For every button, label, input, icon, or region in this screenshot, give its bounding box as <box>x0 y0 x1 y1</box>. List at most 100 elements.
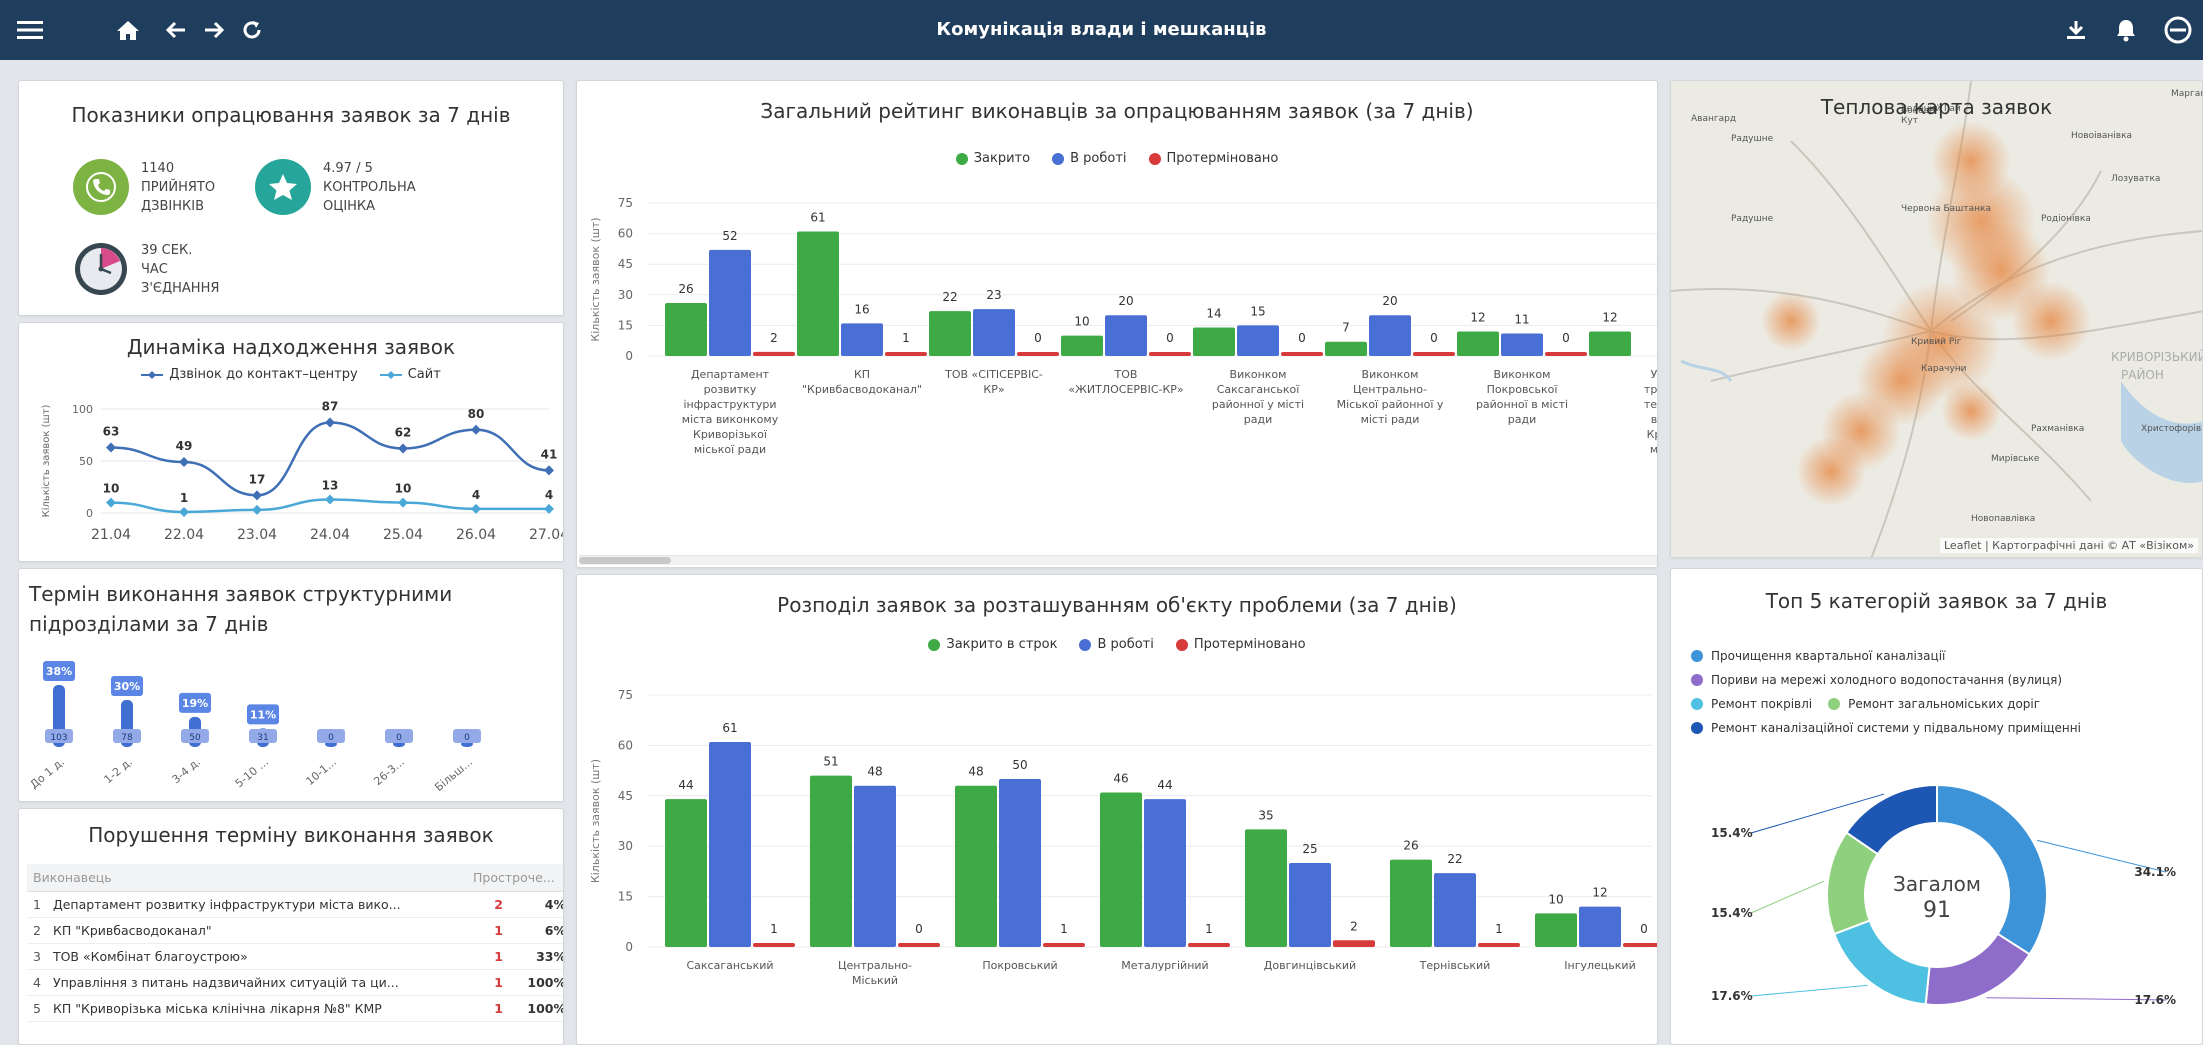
legend-dot-cat2 <box>1691 674 1703 686</box>
bar-value-label: 0 <box>1640 922 1648 936</box>
legend-item-in-progress[interactable]: В роботі <box>1052 151 1127 166</box>
bar <box>797 231 839 356</box>
column-header-overdue[interactable]: Простроче... <box>467 864 563 892</box>
legend-dot-red <box>1175 638 1188 651</box>
legend-item-calls[interactable]: Дзвінок до контакт–центру <box>141 367 358 382</box>
dynamics-panel-title: Динаміка надходження заявок <box>126 335 456 359</box>
location-bar-chart: 0 15 30 45 60 75 Кількість заявок (шт) 44 61 1 Сак… <box>589 688 1657 987</box>
bar <box>1623 943 1657 947</box>
bell-icon[interactable] <box>2108 12 2144 48</box>
data-label: 41 <box>541 447 558 461</box>
map-place-label: Радушне <box>1731 134 1774 144</box>
bar <box>1043 943 1085 947</box>
bar-value-label: 1 <box>1205 922 1213 936</box>
column-header-executor[interactable]: Виконавець <box>27 864 467 892</box>
table-row[interactable]: 4 Управління з питань надзвичайних ситуац… <box>27 969 563 996</box>
forward-arrow-icon[interactable] <box>196 12 232 48</box>
bar-value-label: 26 <box>678 282 693 296</box>
bar-value-label: 103 <box>50 733 67 743</box>
legend-item-site[interactable]: Сайт <box>379 367 441 382</box>
dynamics-legend: Дзвінок до контакт–центру Сайт <box>19 367 563 382</box>
violations-table: Виконавець Простроче... 1 Департамент роз… <box>27 864 563 1022</box>
map-place-label: Мирівське <box>1991 454 2040 464</box>
row-overdue-count: 1 <box>467 969 509 996</box>
legend-item-overdue[interactable]: Протерміновано <box>1175 637 1306 652</box>
bar-value-label: 50 <box>189 733 201 743</box>
heat-spot <box>2011 281 2091 361</box>
map-place-label: Родіонівка <box>2041 214 2091 224</box>
refresh-icon[interactable] <box>234 12 270 48</box>
horizontal-scrollbar[interactable] <box>579 555 1657 565</box>
back-arrow-icon[interactable] <box>158 12 194 48</box>
table-row[interactable]: 5 КП "Криворізька міська клінічна лікарня… <box>27 995 563 1022</box>
y-tick-label: 100 <box>72 403 93 416</box>
bar-value-label: 48 <box>968 765 983 779</box>
percent-label: 11% <box>250 708 276 721</box>
table-row[interactable]: 1 Департамент розвитку інфраструктури міс… <box>27 891 563 918</box>
map-place-label: Авангард <box>1691 114 1736 124</box>
bar-value-label: 10 <box>1074 315 1089 329</box>
bar-value-label: 12 <box>1470 311 1485 325</box>
table-row[interactable]: 3 ТОВ «Комбінат благоустрою» 1 33% <box>27 943 563 970</box>
top5-panel-title: Топ 5 категорій заявок за 7 днів <box>1765 589 2108 613</box>
menu-icon[interactable] <box>12 12 48 48</box>
bar-value-label: 20 <box>1118 294 1133 308</box>
row-overdue-count: 1 <box>467 917 509 944</box>
legend-cat3-label[interactable]: Ремонт покрівлі <box>1711 697 1813 711</box>
legend-item-in-progress[interactable]: В роботі <box>1079 637 1154 652</box>
kpi-time-line2: з'єднання <box>141 281 220 296</box>
term-panel: Термін виконання заявок структурними під… <box>18 568 564 802</box>
bar <box>1281 352 1323 356</box>
app-title: Комунікація влади і мешканців <box>936 19 1267 40</box>
download-icon[interactable] <box>2058 12 2094 48</box>
legend-item-cat2[interactable]: Пориви на мережі холодного водопостачанн… <box>1691 668 2081 692</box>
row-number: 5 <box>27 995 47 1022</box>
map-place-label: Карачуни <box>1921 364 1967 374</box>
map-attribution[interactable]: Leaflet | Картографічні дані © АТ «Візік… <box>1940 538 2198 553</box>
donut-leader-line <box>2036 839 2167 873</box>
user-icon[interactable] <box>2160 12 2196 48</box>
heatmap-map[interactable]: Радушне Авангард Зелений Гай Червона Баштан… <box>1671 81 2202 557</box>
donut-slice <box>1936 783 2048 956</box>
bar <box>753 351 795 356</box>
heat-spot <box>1761 291 1821 351</box>
y-tick-label: 0 <box>625 349 633 363</box>
kpi-time-line1: час <box>141 262 168 277</box>
home-icon[interactable] <box>110 12 146 48</box>
legend-item-closed[interactable]: Закрито <box>955 151 1031 166</box>
x-tick-label: 10-1... <box>303 755 339 788</box>
legend-item-closed-on-time[interactable]: Закрито в строк <box>928 637 1057 652</box>
map-canvas[interactable]: Радушне Авангард Зелений Гай Червона Баштан… <box>1671 81 2203 558</box>
x-tick-label: ТОВ «CITICEPBIC- <box>944 368 1043 381</box>
legend-item-cat5[interactable]: Ремонт каналізаційної системи у підвальн… <box>1691 716 2081 740</box>
row-overdue-count: 1 <box>467 943 509 970</box>
legend-item-cat1[interactable]: Прочищення квартальної каналізації <box>1691 644 2081 668</box>
legend-calls-label: Дзвінок до контакт–центру <box>169 367 358 382</box>
legend-dot-green <box>928 638 941 651</box>
top5-panel: Топ 5 категорій заявок за 7 днів Прочище… <box>1670 568 2203 1045</box>
x-tick-label: Виконком <box>1230 368 1287 381</box>
legend-dot-cat5 <box>1691 722 1703 734</box>
data-point <box>252 490 262 501</box>
bar <box>1579 906 1621 947</box>
map-place-label: Зелений Гай <box>1901 104 1961 114</box>
scrollbar-thumb[interactable] <box>579 557 671 564</box>
legend-cat1-label: Прочищення квартальної каналізації <box>1711 649 1946 663</box>
bar <box>999 779 1041 947</box>
x-tick-label: Криворізької <box>693 428 768 441</box>
data-point <box>544 465 554 476</box>
term-bar-chart: 103 38% До 1 д. 78 30% 1-2 д. 50 19% 3-4 д. 31 11%… <box>28 661 481 794</box>
bar-value-label: 12 <box>1602 311 1617 325</box>
row-overdue-percent: 100% <box>509 969 563 996</box>
top-bar: Комунікація влади і мешканців <box>0 0 2203 60</box>
legend-closed-label: Закрито <box>973 151 1031 166</box>
bar-value-label: 1 <box>770 922 778 936</box>
bar <box>1325 341 1367 356</box>
x-tick-label: Кр <box>1647 428 1658 441</box>
legend-item-overdue[interactable]: Протерміновано <box>1148 151 1278 166</box>
kpi-calls: 1140 прийнято дзвінків <box>73 159 215 216</box>
table-row[interactable]: 2 КП "Кривбасводоканал" 1 6% <box>27 917 563 944</box>
bar <box>1105 315 1147 356</box>
row-overdue-percent: 33% <box>509 943 563 970</box>
legend-cat4-label[interactable]: Ремонт загальноміських доріг <box>1848 697 2041 711</box>
